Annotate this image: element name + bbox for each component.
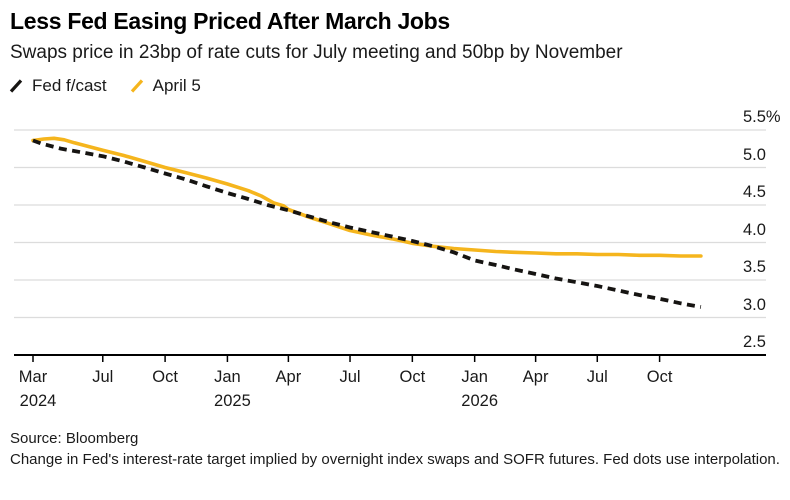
chart-subtitle: Swaps price in 23bp of rate cuts for Jul… xyxy=(10,42,623,63)
series-line-april-5 xyxy=(31,136,703,258)
legend-item-fed-fcast: Fed f/cast xyxy=(8,76,107,96)
chart-title: Less Fed Easing Priced After March Jobs xyxy=(10,8,450,34)
legend-label-fed-fcast: Fed f/cast xyxy=(32,76,107,95)
chart-legend: Fed f/cast April 5 xyxy=(8,76,201,96)
april5-line-marker-icon xyxy=(130,79,143,93)
chart-footer: Source: Bloomberg Change in Fed's intere… xyxy=(10,430,780,469)
legend-item-april5: April 5 xyxy=(129,76,201,96)
fed-fcast-line-marker-icon xyxy=(9,79,23,93)
source-text: Source: Bloomberg xyxy=(10,430,139,447)
legend-label-april5: April 5 xyxy=(152,76,201,95)
footnote-text: Change in Fed's interest-rate target imp… xyxy=(10,451,780,468)
series-line-fed-f-cast xyxy=(32,138,702,309)
